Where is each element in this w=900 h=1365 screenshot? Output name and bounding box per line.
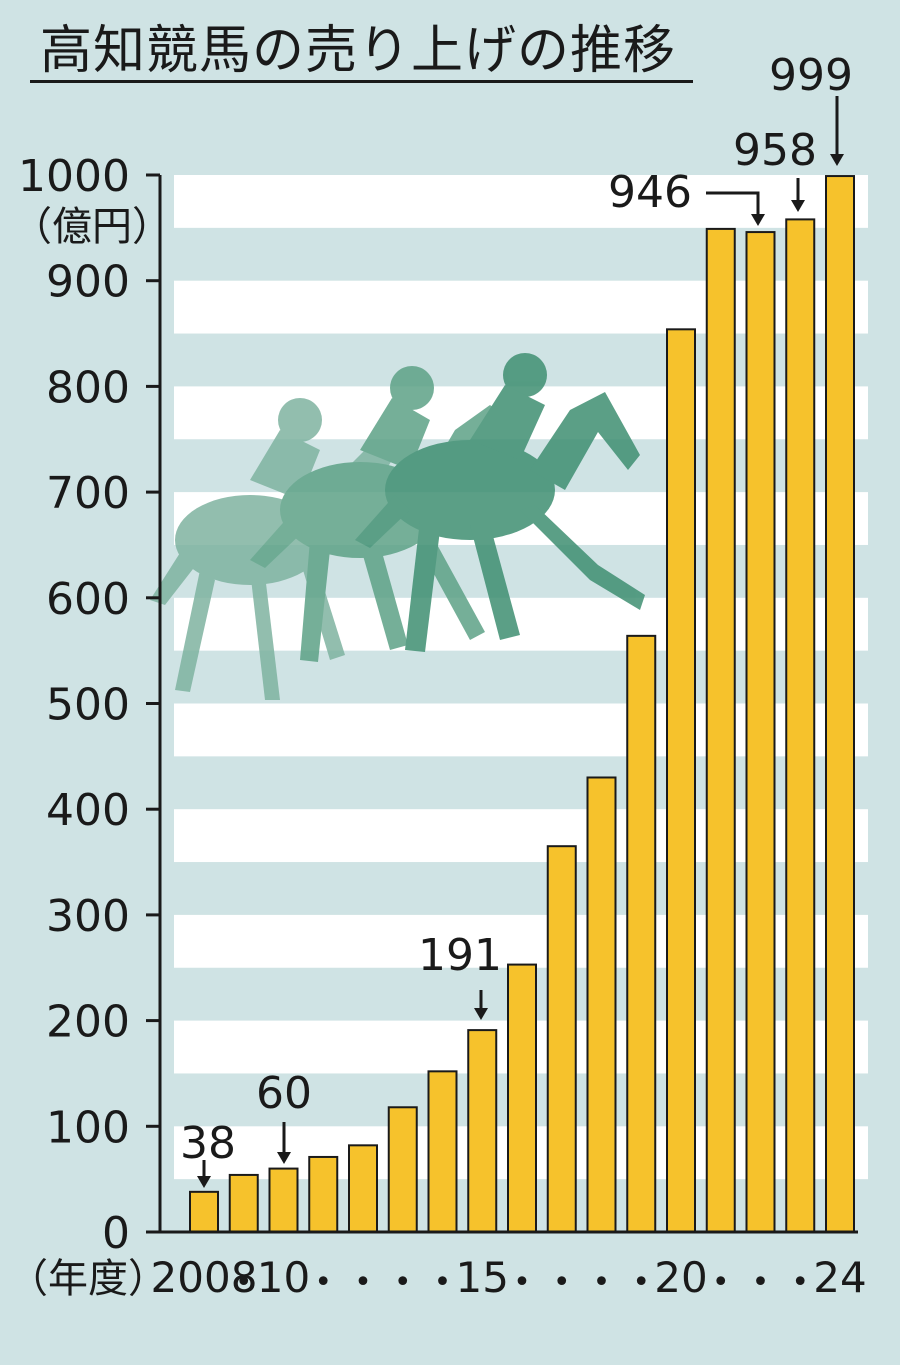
annotation-958-label: 958 [733,125,817,176]
x-tick-dot: • [434,1265,452,1300]
bar-16 [507,963,537,1233]
y-tick-label: 0 [102,1208,130,1259]
bar-18 [586,776,617,1233]
title-underline [30,80,693,83]
bar-15 [467,1029,498,1234]
annotation-946-arrow-line [706,191,760,216]
y-axis-unit-label: （億円） [12,204,172,250]
annotations: 38 60 191 946 958 999 [180,50,853,1188]
bar-20 [666,328,696,1233]
bar-13 [387,1106,418,1234]
y-tick-label: 100 [46,1102,130,1153]
y-tick-label: 400 [46,785,130,836]
x-tick-label: 10 [257,1253,310,1302]
bar-22 [745,231,776,1233]
annotation-946-label: 946 [608,167,692,218]
bar-19 [626,634,657,1233]
x-tick-label: 15 [456,1253,509,1302]
x-tick-dot: • [513,1265,531,1300]
x-tick-dot: • [791,1265,809,1300]
bar-10 [268,1167,299,1233]
x-tick-label: 20 [654,1253,707,1302]
x-tick-dot: • [394,1265,412,1300]
annotation-38-label: 38 [180,1118,236,1169]
annotation-958-arrow-head [791,200,805,212]
x-tick-dot: • [593,1265,611,1300]
x-axis: （年度）2008• 10 • • • • 15 • • • • 20 • • • 24 [8,1230,867,1302]
annotation-60-arrow-head [277,1152,291,1164]
bar-17 [546,845,577,1233]
bar-11 [308,1155,339,1233]
x-tick-dot: • [314,1265,332,1300]
y-tick-label: 500 [46,680,130,731]
x-tick-dot: • [752,1265,770,1300]
grid-stripe [174,175,868,228]
bar-2008 [189,1190,219,1233]
x-tick-dot: • [712,1265,730,1300]
annotation-191-label: 191 [418,930,502,981]
annotation-946-arrow-head [751,214,765,226]
annotation-60-label: 60 [256,1068,312,1119]
x-tick-label: 24 [813,1253,866,1302]
x-tick-dot: • [553,1265,571,1300]
y-axis: 0 100 200 300 400 500 600 700 800 900 1000（億円） [12,151,172,1259]
x-tick-label: 2008 [151,1253,258,1302]
y-tick-label: 200 [46,997,130,1048]
y-tick-label: 600 [46,574,130,625]
racehorse-silhouette-icon [150,353,645,700]
annotation-999-arrow-head [830,154,844,166]
chart-title: 高知競馬の売り上げの推移 [40,21,677,81]
bar-24 [825,175,855,1233]
bar-12 [348,1144,378,1234]
annotation-999-label: 999 [769,50,853,101]
x-axis-unit-label: （年度） [8,1256,168,1302]
y-tick-label: 700 [46,468,130,519]
x-tick-dot: • [235,1265,253,1300]
y-tick-label: 800 [46,362,130,413]
annotation-38-arrow-head [197,1176,211,1188]
bars [189,175,855,1234]
y-tick-label: 900 [46,257,130,308]
y-tick-label: 300 [46,891,130,942]
x-tick-dot: • [354,1265,372,1300]
bar-23 [785,218,816,1234]
bar-21 [705,227,736,1234]
annotation-191-arrow-head [474,1008,488,1020]
bar-09 [228,1173,259,1233]
bar-14 [427,1070,458,1234]
x-tick-dot: • [632,1265,650,1300]
y-tick-label: 1000 [18,151,130,202]
